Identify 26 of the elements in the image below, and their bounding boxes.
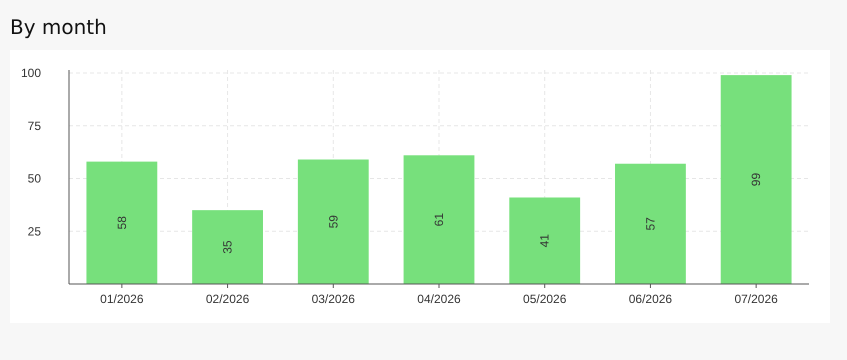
x-tick-label: 07/2026	[734, 292, 778, 306]
bar	[192, 210, 263, 284]
y-tick-label: 25	[28, 224, 42, 238]
data-label: 59	[326, 214, 340, 228]
x-tick-label: 04/2026	[417, 292, 462, 306]
x-tick-label: 02/2026	[206, 292, 250, 306]
x-tick-label: 01/2026	[100, 292, 144, 306]
bar	[615, 164, 686, 284]
bar	[404, 155, 474, 284]
x-tick-label: 06/2026	[628, 292, 672, 306]
data-label: 99	[749, 172, 764, 186]
y-tick-label: 75	[28, 118, 42, 133]
bar	[720, 75, 792, 284]
y-tick-label: 50	[28, 172, 42, 186]
data-label: 58	[114, 216, 129, 230]
x-tick-label: 03/2026	[312, 292, 356, 306]
chart-title: By month	[10, 15, 107, 39]
data-label: 41	[538, 234, 552, 248]
bar	[86, 162, 158, 284]
y-tick-label: 100	[20, 66, 42, 80]
x-tick-label: 05/2026	[523, 292, 567, 306]
bar	[298, 160, 369, 284]
data-label: 35	[220, 240, 235, 254]
bar	[509, 197, 580, 284]
data-label: 61	[432, 212, 446, 226]
data-label: 57	[643, 216, 658, 231]
